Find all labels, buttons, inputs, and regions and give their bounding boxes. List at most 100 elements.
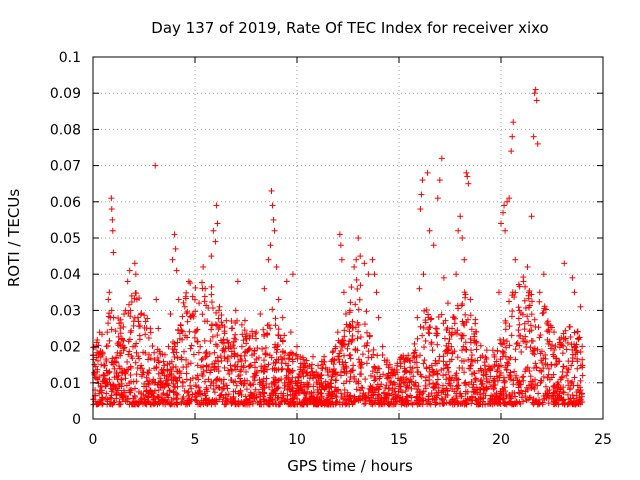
data-point — [465, 180, 472, 187]
data-point — [138, 365, 145, 372]
data-point — [521, 320, 528, 327]
data-point — [509, 133, 516, 140]
data-point — [220, 336, 227, 343]
data-point — [343, 321, 350, 328]
data-point — [459, 400, 466, 407]
data-point — [251, 350, 258, 357]
data-point — [579, 372, 586, 379]
data-point — [414, 335, 421, 342]
data-point — [267, 325, 274, 332]
data-point — [526, 368, 533, 375]
data-point — [569, 378, 576, 385]
data-point — [575, 336, 582, 343]
data-point — [364, 329, 371, 336]
data-point — [533, 97, 540, 104]
data-point — [455, 382, 462, 389]
data-point — [230, 388, 237, 395]
data-point — [117, 330, 124, 337]
data-point — [394, 362, 401, 369]
data-point — [100, 372, 107, 379]
data-point — [321, 353, 328, 360]
data-point — [397, 394, 404, 401]
data-point — [232, 307, 239, 314]
data-point — [383, 382, 390, 389]
data-point — [487, 367, 494, 374]
data-point — [535, 390, 542, 397]
data-point — [542, 361, 549, 368]
data-point — [534, 140, 541, 147]
data-point — [188, 385, 195, 392]
data-point — [409, 365, 416, 372]
data-point — [442, 393, 449, 400]
data-point — [200, 368, 207, 375]
data-point — [413, 359, 420, 366]
data-point — [515, 315, 522, 322]
data-point — [374, 369, 381, 376]
data-point — [450, 314, 457, 321]
data-point — [454, 354, 461, 361]
data-point — [460, 358, 467, 365]
data-point — [503, 338, 510, 345]
data-point — [408, 368, 415, 375]
data-point — [535, 324, 542, 331]
data-point — [557, 339, 564, 346]
data-point — [525, 396, 532, 403]
data-point — [430, 371, 437, 378]
data-point — [284, 392, 291, 399]
data-point — [427, 401, 434, 408]
data-point — [300, 401, 307, 408]
data-point — [414, 394, 421, 401]
data-point — [459, 347, 466, 354]
data-point — [155, 381, 162, 388]
data-point — [532, 360, 539, 367]
data-point — [216, 303, 223, 310]
data-point — [536, 289, 543, 296]
data-point — [440, 372, 447, 379]
data-point — [429, 347, 436, 354]
data-point — [357, 253, 364, 260]
data-point — [438, 389, 445, 396]
data-point — [304, 379, 311, 386]
data-point — [210, 386, 217, 393]
data-point — [407, 376, 414, 383]
data-point — [151, 349, 158, 356]
data-point — [208, 253, 215, 260]
data-point — [393, 396, 400, 403]
data-point — [201, 298, 208, 305]
data-point — [501, 349, 508, 356]
data-point — [496, 393, 503, 400]
data-point — [369, 397, 376, 404]
data-point — [231, 350, 238, 357]
data-point — [257, 379, 264, 386]
data-point — [120, 323, 127, 330]
data-point — [365, 271, 372, 278]
data-point — [372, 365, 379, 372]
data-point — [289, 271, 296, 278]
data-point — [217, 337, 224, 344]
y-tick-label: 0.03 — [50, 303, 81, 319]
data-point — [423, 365, 430, 372]
data-point — [221, 330, 228, 337]
data-point — [294, 399, 301, 406]
data-point — [223, 382, 230, 389]
data-point — [525, 382, 532, 389]
data-point — [365, 348, 372, 355]
data-point — [155, 370, 162, 377]
data-point — [273, 349, 280, 356]
data-point — [318, 379, 325, 386]
data-point — [283, 372, 290, 379]
data-point — [433, 394, 440, 401]
x-tick-label: 25 — [594, 432, 612, 448]
data-point — [208, 322, 215, 329]
data-point — [253, 356, 260, 363]
data-point — [211, 389, 218, 396]
data-point — [550, 392, 557, 399]
data-point — [133, 378, 140, 385]
data-point — [506, 195, 513, 202]
data-point — [279, 365, 286, 372]
data-point — [544, 328, 551, 335]
data-point — [213, 309, 220, 316]
data-point — [472, 357, 479, 364]
data-point — [522, 333, 529, 340]
data-point — [511, 389, 518, 396]
